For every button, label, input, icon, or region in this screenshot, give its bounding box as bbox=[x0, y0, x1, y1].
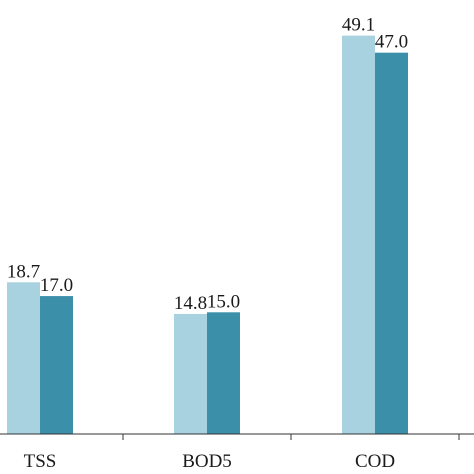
data-label-tss-series-2: 17.0 bbox=[40, 275, 73, 296]
x-axis-ticks bbox=[122, 434, 460, 440]
bar-bod5-series-2 bbox=[207, 312, 240, 434]
bar-bod5-series-1 bbox=[174, 313, 207, 434]
data-label-bod5-series-2: 15.0 bbox=[207, 291, 240, 312]
data-labels-group: 18.7 14.8 49.1 17.0 15.0 47.0 bbox=[7, 15, 408, 314]
data-label-cod-series-2: 47.0 bbox=[375, 32, 408, 53]
bars-group bbox=[7, 35, 408, 434]
data-label-bod5-series-1: 14.8 bbox=[174, 293, 207, 314]
bar-tss-series-2 bbox=[40, 296, 73, 434]
data-label-tss-series-1: 18.7 bbox=[7, 261, 40, 282]
x-tick-label-bod5: BOD5 bbox=[182, 451, 232, 472]
bar-cod-series-2 bbox=[375, 52, 408, 434]
bar-cod-series-1 bbox=[342, 35, 375, 434]
data-label-cod-series-1: 49.1 bbox=[342, 15, 375, 36]
x-axis-tick-labels: TSS BOD5 COD bbox=[24, 451, 395, 472]
x-tick-label-cod: COD bbox=[355, 451, 395, 472]
bar-tss-series-1 bbox=[7, 282, 40, 434]
x-tick-label-tss: TSS bbox=[24, 451, 57, 472]
